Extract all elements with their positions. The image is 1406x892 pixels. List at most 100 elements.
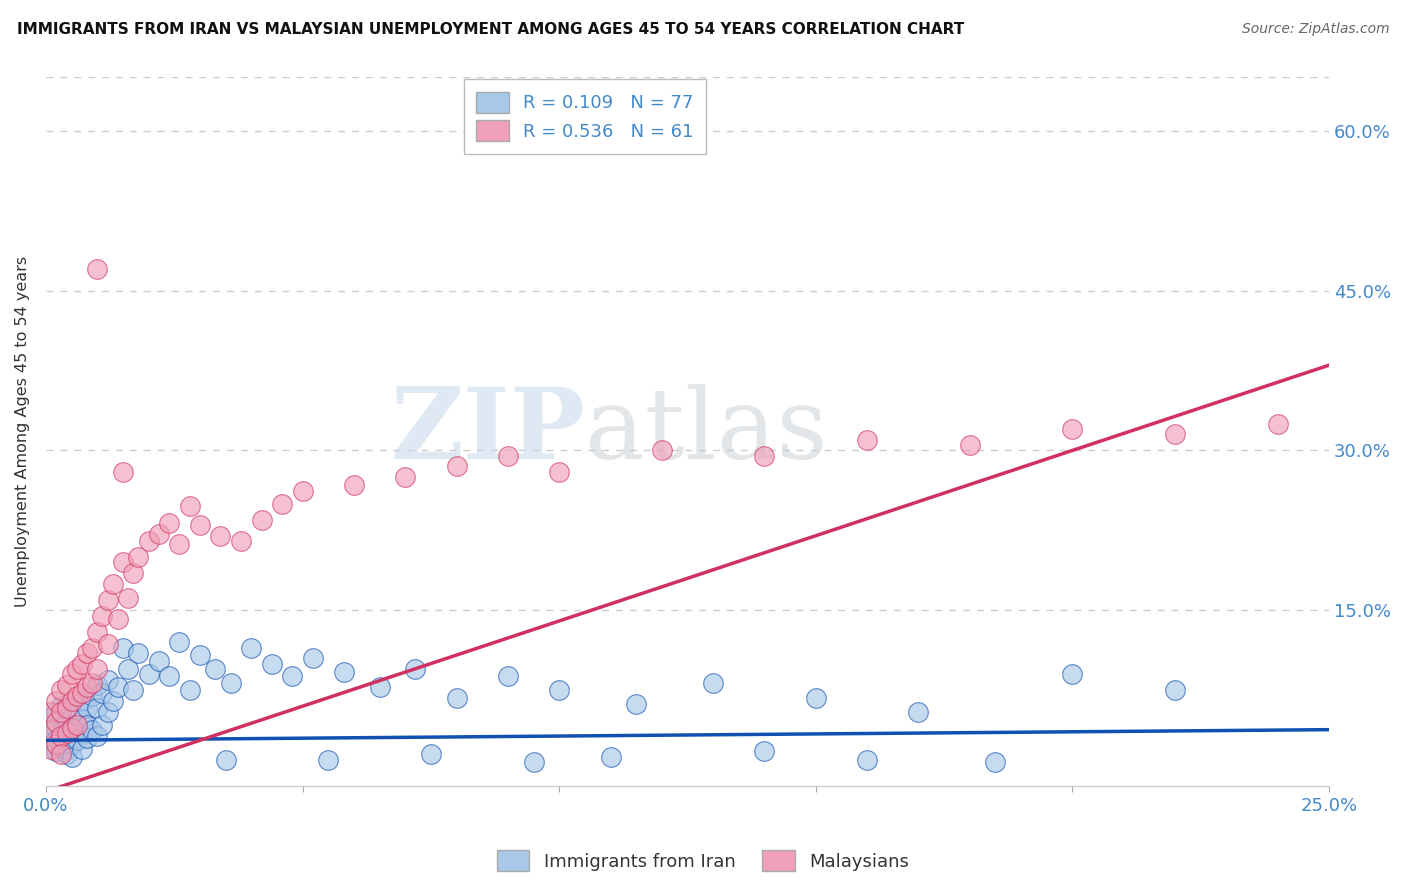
Point <box>1164 427 1187 442</box>
Text: IMMIGRANTS FROM IRAN VS MALAYSIAN UNEMPLOYMENT AMONG AGES 45 TO 54 YEARS CORRELA: IMMIGRANTS FROM IRAN VS MALAYSIAN UNEMPL… <box>17 22 965 37</box>
Point <box>107 680 129 694</box>
Point <box>394 470 416 484</box>
Point <box>209 529 232 543</box>
Point <box>70 726 93 740</box>
Point <box>55 699 77 714</box>
Text: atlas: atlas <box>585 384 828 480</box>
Point <box>138 534 160 549</box>
Point <box>856 433 879 447</box>
Point <box>651 443 673 458</box>
Point <box>169 537 191 551</box>
Point <box>548 465 571 479</box>
Point <box>70 694 93 708</box>
Point <box>66 733 89 747</box>
Point <box>856 752 879 766</box>
Point <box>51 729 73 743</box>
Point <box>907 705 929 719</box>
Point <box>39 742 62 756</box>
Point <box>66 718 89 732</box>
Point <box>82 675 104 690</box>
Point <box>754 449 776 463</box>
Point <box>316 752 339 766</box>
Text: ZIP: ZIP <box>389 384 585 480</box>
Point <box>45 694 67 708</box>
Point <box>86 624 108 639</box>
Point <box>111 640 134 655</box>
Point <box>60 667 83 681</box>
Point <box>260 657 283 671</box>
Point <box>60 710 83 724</box>
Point <box>107 612 129 626</box>
Point <box>86 678 108 692</box>
Point <box>446 690 468 705</box>
Point <box>55 715 77 730</box>
Point <box>229 534 252 549</box>
Point <box>55 726 77 740</box>
Point <box>96 637 118 651</box>
Point <box>55 701 77 715</box>
Point <box>70 657 93 671</box>
Point <box>624 697 647 711</box>
Point <box>332 665 354 679</box>
Point <box>86 729 108 743</box>
Point <box>179 683 201 698</box>
Point <box>281 669 304 683</box>
Point <box>599 750 621 764</box>
Point <box>1062 422 1084 436</box>
Point <box>219 675 242 690</box>
Point <box>70 686 93 700</box>
Point <box>496 669 519 683</box>
Point <box>702 675 724 690</box>
Point <box>51 747 73 761</box>
Point <box>91 686 114 700</box>
Point <box>39 723 62 737</box>
Point <box>179 499 201 513</box>
Point <box>548 683 571 698</box>
Point <box>51 712 73 726</box>
Point <box>55 747 77 761</box>
Point <box>45 737 67 751</box>
Point <box>45 705 67 719</box>
Point <box>66 705 89 719</box>
Point <box>446 459 468 474</box>
Point <box>188 518 211 533</box>
Point <box>55 678 77 692</box>
Point <box>86 701 108 715</box>
Point <box>39 710 62 724</box>
Point <box>984 755 1007 769</box>
Point <box>271 497 294 511</box>
Point <box>291 483 314 498</box>
Point <box>122 566 145 580</box>
Point <box>60 721 83 735</box>
Legend: R = 0.109   N = 77, R = 0.536   N = 61: R = 0.109 N = 77, R = 0.536 N = 61 <box>464 79 706 153</box>
Point <box>157 669 180 683</box>
Point <box>405 662 427 676</box>
Point <box>60 750 83 764</box>
Point <box>117 662 139 676</box>
Point <box>754 744 776 758</box>
Point <box>76 701 98 715</box>
Point <box>45 721 67 735</box>
Point <box>39 737 62 751</box>
Point <box>70 712 93 726</box>
Point <box>51 705 73 719</box>
Point <box>959 438 981 452</box>
Point <box>96 673 118 687</box>
Point <box>45 733 67 747</box>
Point <box>522 755 544 769</box>
Point <box>343 477 366 491</box>
Point <box>419 747 441 761</box>
Point <box>127 549 149 564</box>
Point <box>51 739 73 754</box>
Point <box>188 648 211 662</box>
Point <box>91 608 114 623</box>
Point <box>250 513 273 527</box>
Point <box>82 689 104 703</box>
Point <box>60 737 83 751</box>
Point <box>157 516 180 530</box>
Point <box>66 689 89 703</box>
Point <box>60 723 83 737</box>
Point <box>66 662 89 676</box>
Point <box>148 655 170 669</box>
Point <box>1164 683 1187 698</box>
